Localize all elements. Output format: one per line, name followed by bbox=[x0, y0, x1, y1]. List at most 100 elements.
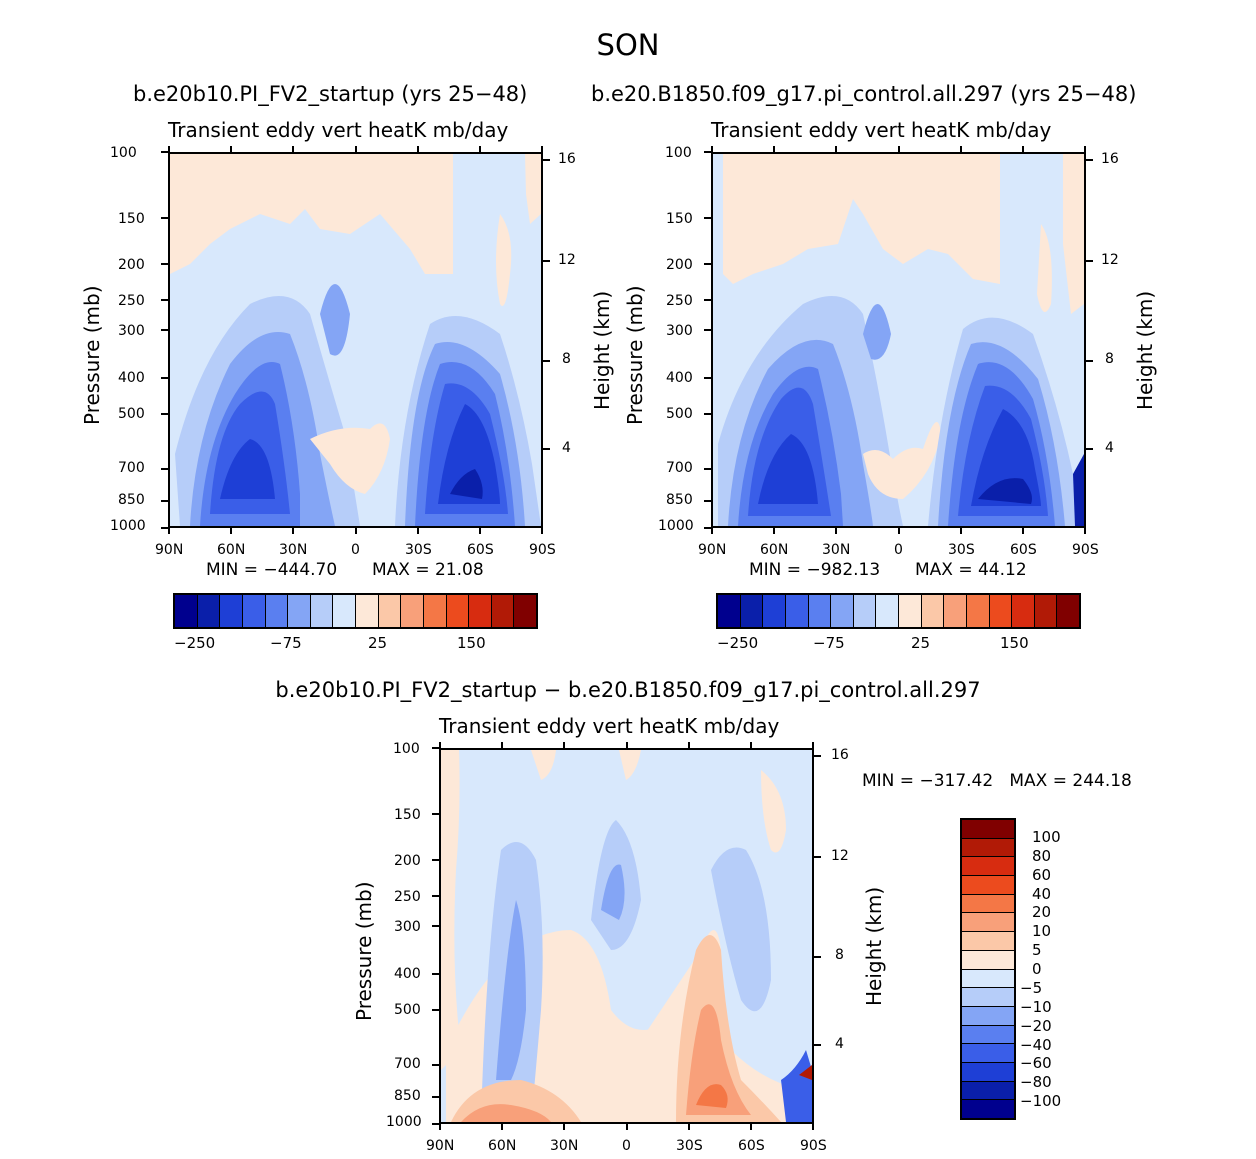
left-contour-warm-patch bbox=[310, 423, 390, 494]
axis-tick bbox=[814, 956, 821, 959]
axis-tick bbox=[543, 158, 550, 161]
diff-xtick: 90N bbox=[426, 1138, 455, 1154]
right-contour-plot bbox=[711, 152, 1086, 528]
diff-ytick: 300 bbox=[394, 919, 421, 935]
axis-tick bbox=[897, 528, 900, 534]
left-contour-plot bbox=[168, 152, 543, 528]
colorbar-swatch bbox=[242, 595, 266, 627]
diff-contour-cream-east bbox=[761, 770, 786, 853]
axis-tick bbox=[543, 360, 550, 363]
diff-contour-pole-red bbox=[799, 1065, 812, 1080]
right-contour-pole-edge bbox=[1073, 454, 1084, 526]
diff-y2tick: 16 bbox=[831, 747, 849, 763]
colorbar-swatch bbox=[989, 595, 1013, 627]
colorbar-swatch bbox=[966, 595, 990, 627]
axis-tick bbox=[704, 151, 711, 153]
colorbar-swatch bbox=[265, 595, 289, 627]
axis-tick bbox=[432, 895, 439, 898]
colorbar-swatch bbox=[962, 1062, 1014, 1082]
axis-tick bbox=[814, 754, 821, 757]
axis-tick bbox=[354, 528, 357, 534]
axis-tick bbox=[541, 146, 543, 152]
axis-tick bbox=[835, 146, 838, 152]
right-max: MAX = 44.12 bbox=[915, 560, 1027, 580]
diff-y2tick: 12 bbox=[831, 848, 849, 864]
colorbar-swatch bbox=[310, 595, 334, 627]
diff-contour-warm-core bbox=[696, 1084, 728, 1108]
diff-cbar-label: 40 bbox=[1032, 884, 1052, 903]
colorbar-swatch bbox=[740, 595, 764, 627]
diff-contour-blue-col2-inner bbox=[601, 864, 625, 920]
axis-tick bbox=[439, 742, 441, 748]
diff-run-title: b.e20b10.PI_FV2_startup − b.e20.B1850.f0… bbox=[275, 678, 981, 702]
axis-tick bbox=[1084, 146, 1086, 152]
axis-tick bbox=[541, 528, 543, 534]
right-y2tick: 16 bbox=[1101, 151, 1119, 167]
colorbar-swatch bbox=[718, 595, 741, 627]
diff-ytick: 400 bbox=[394, 966, 421, 982]
diff-ytick: 850 bbox=[394, 1088, 421, 1104]
diff-y2label: Height (km) bbox=[862, 886, 886, 1006]
axis-tick bbox=[543, 448, 550, 451]
right-contour-upper bbox=[723, 154, 1000, 284]
right-ytick: 150 bbox=[666, 211, 693, 227]
right-contour-sh-peak bbox=[978, 478, 1032, 504]
axis-tick bbox=[292, 528, 295, 534]
axis-tick bbox=[161, 151, 168, 153]
colorbar-swatch bbox=[831, 595, 854, 627]
colorbar-swatch bbox=[962, 913, 1014, 933]
left-cbar-label: −250 bbox=[174, 634, 216, 652]
right-contour-svg bbox=[713, 154, 1084, 526]
axis-tick bbox=[704, 263, 711, 266]
axis-tick bbox=[416, 528, 419, 534]
colorbar-swatch bbox=[962, 876, 1014, 895]
colorbar-swatch bbox=[962, 1025, 1014, 1045]
right-cbar-label: −75 bbox=[813, 634, 845, 652]
axis-tick bbox=[432, 859, 439, 862]
left-y2tick: 16 bbox=[558, 151, 576, 167]
diff-cbar-label: −5 bbox=[1020, 978, 1043, 997]
diff-ytick: 250 bbox=[394, 889, 421, 905]
right-xtick: 60N bbox=[760, 542, 789, 558]
colorbar-swatch bbox=[1057, 595, 1079, 627]
right-contour-mid-feature bbox=[863, 304, 891, 360]
axis-tick bbox=[432, 1123, 439, 1125]
colorbar-swatch bbox=[220, 595, 243, 627]
right-ytick: 400 bbox=[666, 370, 693, 386]
axis-tick bbox=[161, 499, 168, 502]
left-xtick: 60N bbox=[217, 542, 246, 558]
left-ytick: 300 bbox=[118, 323, 145, 339]
axis-tick bbox=[168, 528, 170, 534]
right-panel-title: Transient eddy vert heatK mb/day bbox=[711, 118, 1052, 142]
diff-minmax: MIN = −317.42 MAX = 244.18 bbox=[862, 771, 1132, 791]
axis-tick bbox=[1086, 158, 1093, 161]
axis-tick bbox=[704, 376, 711, 379]
colorbar-swatch bbox=[921, 595, 945, 627]
colorbar-swatch bbox=[446, 595, 470, 627]
colorbar-swatch bbox=[423, 595, 447, 627]
diff-y2tick: 4 bbox=[835, 1036, 844, 1052]
axis-tick bbox=[959, 146, 962, 152]
axis-tick bbox=[812, 742, 814, 748]
diff-ytick: 100 bbox=[393, 741, 420, 757]
diff-contour-cream-top2 bbox=[619, 750, 641, 780]
diff-cbar-label: −100 bbox=[1020, 1092, 1062, 1111]
colorbar-swatch bbox=[288, 595, 311, 627]
left-ytick: 200 bbox=[118, 257, 145, 273]
left-ytick: 150 bbox=[118, 211, 145, 227]
diff-ytick: 150 bbox=[394, 807, 421, 823]
colorbar-swatch bbox=[962, 932, 1014, 951]
axis-tick bbox=[687, 1124, 690, 1130]
axis-tick bbox=[543, 260, 550, 263]
axis-tick bbox=[1086, 260, 1093, 263]
left-contour-sh-peak bbox=[450, 469, 483, 499]
axis-tick bbox=[625, 1124, 628, 1130]
axis-tick bbox=[773, 146, 776, 152]
axis-tick bbox=[704, 217, 711, 220]
diff-ylabel: Pressure (mb) bbox=[352, 881, 376, 1021]
colorbar-swatch bbox=[876, 595, 899, 627]
colorbar-swatch bbox=[469, 595, 492, 627]
left-xtick: 60S bbox=[467, 542, 494, 558]
axis-tick bbox=[292, 146, 295, 152]
colorbar-swatch bbox=[962, 1081, 1014, 1101]
